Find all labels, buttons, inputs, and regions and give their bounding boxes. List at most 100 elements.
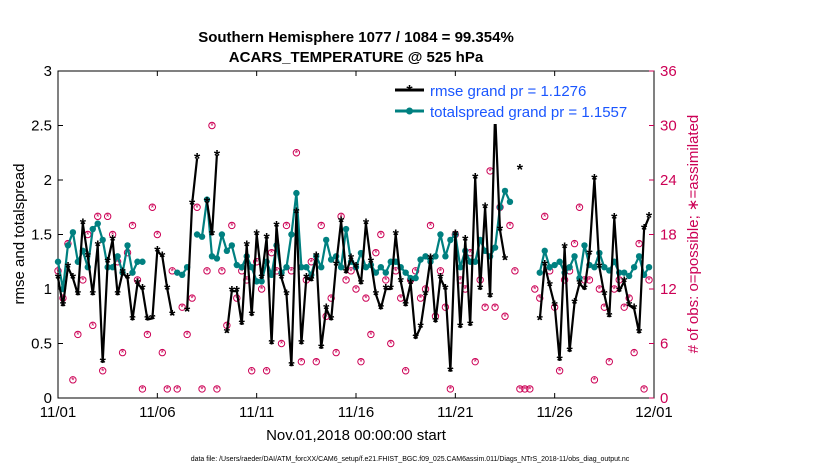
obs-assimilated-point: *	[210, 121, 214, 131]
obs-assimilated-point: *	[146, 330, 150, 340]
obs-possible-point	[377, 230, 385, 239]
obs-possible-point	[511, 267, 519, 275]
rmse-point: *	[472, 171, 479, 188]
obs-assimilated-point: *	[329, 294, 333, 304]
obs-possible-point	[590, 376, 599, 384]
y-left-tick-label: 1.5	[31, 227, 52, 244]
obs-possible-point	[575, 203, 584, 211]
y-left-tick-label: 0	[44, 390, 52, 407]
obs-assimilated-point: *	[170, 266, 174, 276]
rmse-line-segment	[538, 177, 651, 361]
obs-assimilated-point: *	[359, 357, 363, 367]
x-axis-label: Nov.01,2018 00:00:00 start	[266, 427, 447, 444]
rmse-point: *	[606, 309, 613, 326]
obs-assimilated-point: *	[136, 275, 140, 285]
obs-possible-point	[382, 276, 390, 284]
y-right-tick-label: 6	[660, 336, 668, 353]
obs-possible-point	[387, 339, 395, 348]
obs-assimilated-point: *	[622, 303, 626, 313]
rmse-point: *	[641, 222, 648, 239]
spread-point	[472, 258, 479, 265]
rmse-point: *	[621, 274, 628, 291]
obs-possible-point	[277, 339, 286, 348]
obs-possible-point	[362, 294, 370, 302]
rmse-point: *	[60, 298, 67, 315]
rmse-line-segment	[225, 111, 507, 372]
rmse-point: *	[154, 244, 161, 261]
obs-possible-point	[541, 212, 549, 221]
obs-possible-point	[74, 330, 82, 339]
obs-assimilated-point: *	[483, 303, 487, 313]
obs-assimilated-point: *	[230, 221, 234, 231]
rmse-point: *	[566, 344, 573, 361]
x-tick-label: 11/11	[239, 404, 274, 421]
rmse-point: *	[561, 241, 568, 258]
obs-assimilated-point: *	[324, 312, 328, 322]
rmse-point: *	[119, 266, 126, 283]
spread-point	[253, 278, 260, 285]
rmse-point: *	[149, 311, 156, 328]
rmse-point: *	[517, 162, 524, 179]
rmse-point: *	[646, 210, 653, 227]
obs-assimilated-point: *	[404, 366, 408, 376]
obs-assimilated-point: *	[141, 384, 145, 394]
obs-assimilated-point: *	[175, 384, 179, 394]
rmse-point: *	[65, 260, 72, 277]
rmse-line-segment	[205, 154, 218, 236]
rmse-point: *	[591, 172, 598, 189]
obs-assimilated-point: *	[190, 294, 194, 304]
obs-assimilated-point: *	[394, 266, 398, 276]
obs-possible-point	[128, 221, 137, 230]
rmse-point: *	[194, 151, 201, 168]
obs-assimilated-point: *	[280, 339, 284, 349]
obs-possible-point	[357, 357, 365, 366]
chart-title-line-2: ACARS_TEMPERATURE @ 525 hPa	[229, 49, 484, 66]
rmse-point: *	[557, 353, 564, 370]
spread-point	[99, 236, 106, 244]
obs-possible-point	[526, 385, 534, 393]
legend: * rmse grand pr = 1.1276 totalspread gra…	[385, 76, 651, 124]
obs-assimilated-point: *	[71, 375, 75, 385]
obs-assimilated-point: *	[439, 266, 443, 276]
rmse-point: *	[333, 258, 340, 275]
rmse-point: *	[80, 217, 87, 234]
rmse-point: *	[547, 279, 554, 296]
rmse-point: *	[601, 287, 608, 304]
rmse-point: *	[303, 271, 310, 288]
rmse-point: *	[616, 284, 623, 301]
obs-possible-point	[257, 285, 266, 293]
obs-assimilated-point: *	[76, 330, 80, 340]
rmse-line-segment	[186, 158, 199, 311]
rmse-point: *	[124, 271, 131, 288]
obs-assimilated-point: *	[588, 275, 592, 285]
y-right-tick-label: 30	[660, 118, 677, 135]
rmse-point: *	[432, 315, 439, 332]
obs-assimilated-point: *	[56, 266, 60, 276]
obs-assimilated-point: *	[598, 285, 602, 295]
obs-assimilated-point: *	[275, 266, 279, 276]
spread-point	[318, 264, 325, 271]
y-right-tick-label: 18	[660, 227, 677, 244]
spread-point	[303, 264, 310, 271]
obs-possible-point	[645, 276, 653, 284]
y-right-tick-label: 36	[660, 63, 677, 80]
obs-assimilated-point: *	[96, 212, 100, 222]
obs-assimilated-point: *	[414, 266, 418, 276]
rmse-point: *	[278, 271, 285, 288]
rmse-point: *	[482, 200, 489, 217]
rmse-point: *	[273, 219, 280, 236]
rmse-point: *	[224, 326, 231, 343]
obs-assimilated-point: *	[543, 212, 547, 222]
x-tick-label: 11/26	[536, 404, 572, 421]
spread-point	[546, 264, 553, 271]
rmse-point: *	[209, 228, 216, 245]
obs-assimilated-point: *	[642, 384, 646, 394]
rmse-point: *	[313, 249, 320, 266]
obs-possible-point	[173, 385, 181, 393]
spread-point	[566, 264, 573, 271]
legend-rmse-label: rmse grand pr = 1.1276	[430, 83, 586, 100]
spread-point	[412, 274, 419, 282]
obs-possible-point	[118, 348, 127, 357]
obs-possible-point	[630, 348, 638, 357]
